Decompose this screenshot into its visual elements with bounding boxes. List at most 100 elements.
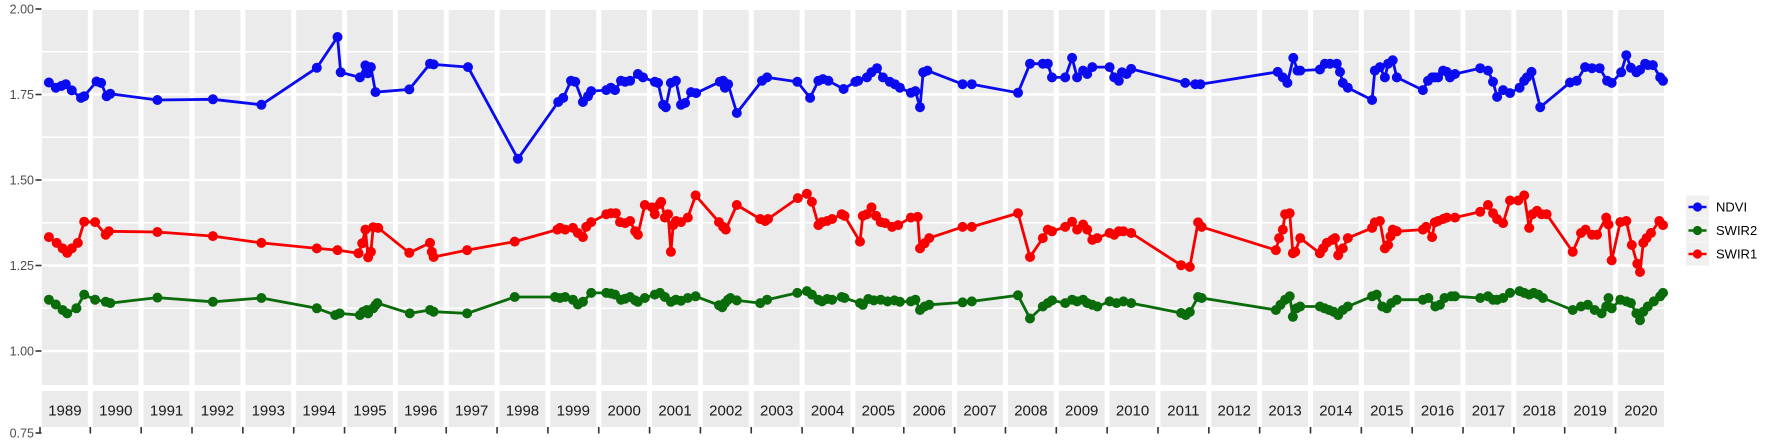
series-point-swir1 bbox=[1658, 220, 1668, 231]
series-point-ndvi bbox=[1180, 77, 1191, 88]
series-point-ndvi bbox=[1072, 72, 1083, 83]
year-strip-label: 1993 bbox=[252, 403, 285, 420]
series-point-swir1 bbox=[207, 231, 218, 242]
series-point-swir1 bbox=[373, 222, 384, 233]
series-point-swir1 bbox=[1505, 195, 1515, 206]
year-strip-label: 1990 bbox=[99, 403, 132, 420]
series-point-ndvi bbox=[1483, 65, 1493, 76]
series-point-swir1 bbox=[665, 246, 676, 257]
year-strip-label: 2002 bbox=[709, 403, 742, 420]
series-point-ndvi bbox=[915, 102, 925, 113]
series-point-swir2 bbox=[682, 293, 693, 303]
series-point-swir1 bbox=[1567, 246, 1578, 257]
series-point-ndvi bbox=[1379, 72, 1390, 83]
series-point-swir2 bbox=[152, 292, 163, 303]
series-point-ndvi bbox=[1013, 87, 1023, 98]
year-strip-2008 bbox=[1007, 391, 1054, 427]
panel-year-1994 bbox=[296, 10, 343, 385]
series-point-ndvi bbox=[1047, 72, 1057, 83]
year-strip-2015 bbox=[1363, 391, 1410, 427]
series-point-ndvi bbox=[1621, 50, 1632, 61]
year-strip-label: 1994 bbox=[302, 403, 335, 420]
y-axis-label: 1.25 bbox=[10, 259, 34, 273]
series-point-swir1 bbox=[1541, 209, 1552, 220]
series-point-ndvi bbox=[79, 91, 90, 102]
series-point-ndvi bbox=[1658, 75, 1668, 86]
series-point-ndvi bbox=[1104, 62, 1115, 73]
series-point-ndvi bbox=[1126, 63, 1137, 74]
series-point-swir2 bbox=[1118, 296, 1129, 307]
year-strip-2002 bbox=[702, 391, 749, 427]
year-strip-label: 2007 bbox=[963, 403, 996, 420]
year-strip-label: 2011 bbox=[1167, 403, 1199, 420]
series-point-swir1 bbox=[1047, 226, 1057, 237]
series-point-swir1 bbox=[1176, 260, 1187, 271]
panel-year-1992 bbox=[194, 10, 241, 385]
series-point-ndvi bbox=[570, 76, 581, 87]
series-point-swir1 bbox=[1270, 245, 1281, 256]
series-point-swir2 bbox=[207, 296, 218, 307]
series-point-swir1 bbox=[43, 232, 54, 243]
series-point-swir1 bbox=[365, 246, 376, 257]
series-point-ndvi bbox=[1087, 62, 1098, 73]
series-point-swir2 bbox=[894, 296, 905, 307]
series-point-ndvi bbox=[1387, 55, 1398, 66]
series-point-ndvi bbox=[966, 79, 977, 90]
series-point-swir1 bbox=[1383, 240, 1394, 250]
series-point-swir1 bbox=[1427, 232, 1438, 243]
series-point-ndvi bbox=[256, 99, 267, 110]
year-strip-label: 2018 bbox=[1523, 403, 1556, 420]
series-point-swir1 bbox=[827, 214, 838, 224]
series-point-ndvi bbox=[762, 72, 773, 83]
legend-label-swir2: SWIR2 bbox=[1716, 223, 1757, 238]
series-point-ndvi bbox=[731, 108, 742, 118]
series-point-ndvi bbox=[1475, 63, 1486, 74]
series-point-swir2 bbox=[1635, 315, 1645, 326]
series-point-ndvi bbox=[894, 82, 905, 93]
panel-year-2002 bbox=[702, 10, 749, 385]
series-point-swir1 bbox=[1196, 221, 1207, 232]
series-point-ndvi bbox=[105, 88, 116, 99]
series-point-swir2 bbox=[50, 299, 61, 310]
series-point-ndvi bbox=[653, 77, 663, 88]
series-point-swir2 bbox=[372, 298, 383, 309]
panel-year-2000 bbox=[601, 10, 648, 385]
year-strip-label: 2014 bbox=[1319, 403, 1352, 420]
series-point-swir1 bbox=[1330, 233, 1340, 244]
series-point-swir2 bbox=[428, 306, 439, 317]
series-point-swir1 bbox=[625, 216, 636, 226]
series-point-swir2 bbox=[1450, 291, 1460, 302]
series-point-swir1 bbox=[957, 221, 968, 232]
year-strip-label: 2017 bbox=[1472, 403, 1505, 420]
series-point-swir2 bbox=[1013, 290, 1023, 301]
year-strip-2007 bbox=[957, 391, 1003, 427]
panel-year-1998 bbox=[499, 10, 546, 385]
series-point-swir1 bbox=[1450, 212, 1460, 223]
series-point-ndvi bbox=[1282, 77, 1293, 88]
series-point-swir1 bbox=[577, 232, 588, 243]
series-point-swir2 bbox=[1537, 293, 1548, 303]
year-strip-label: 2005 bbox=[862, 403, 895, 420]
series-point-swir2 bbox=[762, 294, 773, 305]
series-point-swir1 bbox=[893, 220, 904, 231]
series-point-swir1 bbox=[855, 236, 865, 247]
series-point-swir2 bbox=[509, 292, 520, 302]
year-strip-label: 2013 bbox=[1268, 403, 1301, 420]
year-strip-2000 bbox=[601, 391, 648, 427]
series-point-swir2 bbox=[1658, 287, 1668, 298]
series-point-swir1 bbox=[1274, 233, 1285, 244]
panel-year-2011 bbox=[1160, 10, 1207, 385]
year-strip-label: 1991 bbox=[150, 403, 183, 420]
year-strip-1989 bbox=[42, 391, 88, 427]
series-point-swir2 bbox=[690, 291, 701, 302]
series-point-swir2 bbox=[1184, 307, 1195, 317]
series-point-swir1 bbox=[1519, 190, 1530, 201]
series-point-ndvi bbox=[1571, 75, 1582, 86]
year-strip-label: 2004 bbox=[811, 403, 844, 420]
series-point-ndvi bbox=[152, 95, 163, 105]
series-point-swir1 bbox=[72, 237, 83, 248]
series-point-swir1 bbox=[1013, 208, 1023, 219]
series-point-ndvi bbox=[404, 84, 415, 95]
year-strip-1994 bbox=[296, 391, 343, 427]
